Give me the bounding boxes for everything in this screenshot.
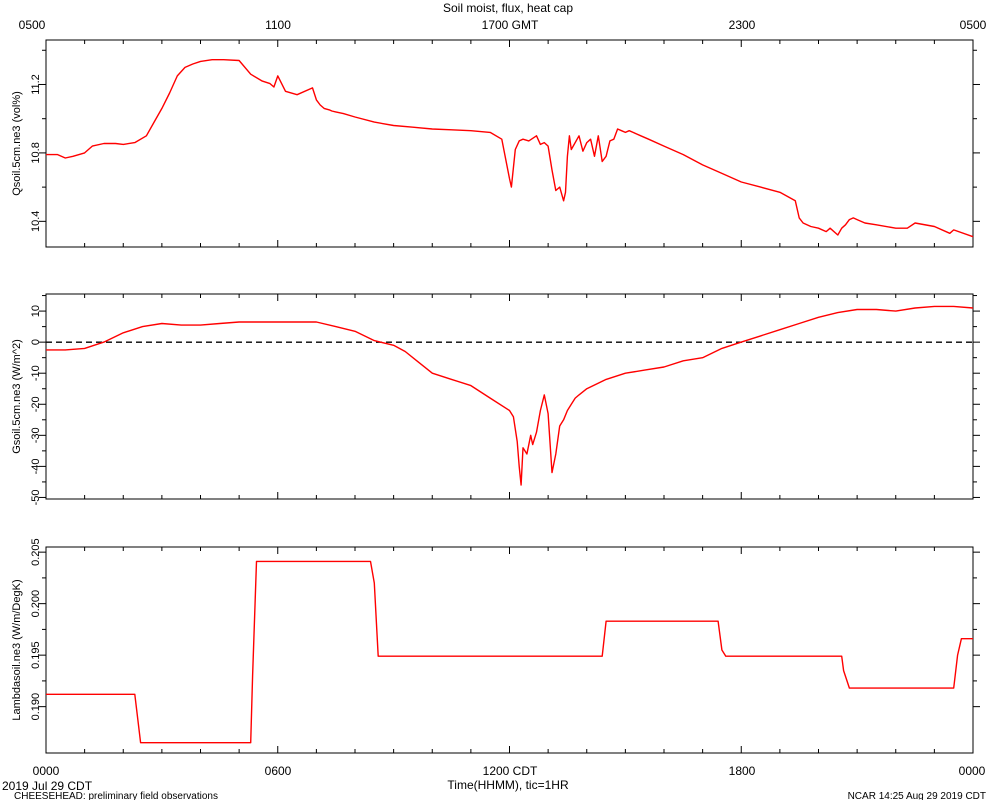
y-tick-label: -10 <box>30 365 42 381</box>
top-tick-label: 2300 <box>729 18 756 32</box>
top-tick-label: 1700 GMT <box>482 18 539 32</box>
thermal-conductivity-panel: 0.190 0.195 0.200 0.205 Lambdasoil.ne3 (W/m… <box>11 538 980 754</box>
footer-right: NCAR 14:25 Aug 29 2019 CDT <box>848 791 986 800</box>
bottom-time-axis: 0000 0600 1200 CDT 1800 0000 <box>33 764 986 778</box>
y-tick-label: 0.200 <box>30 590 42 618</box>
y-tick-label: 0 <box>30 339 42 345</box>
y-tick-label: 0.195 <box>30 641 42 669</box>
y-axis-label: Gsoil.5cm.ne3 (W/m^2) <box>11 339 23 454</box>
figure-title: Soil moist, flux, heat cap <box>443 1 573 15</box>
x-axis-label: Time(HHMM), tic=1HR <box>447 778 569 792</box>
date-label: 2019 Jul 29 CDT <box>2 779 93 793</box>
y-tick-label: -20 <box>30 396 42 412</box>
bottom-tick-label: 0000 <box>33 764 60 778</box>
bottom-tick-label: 0000 <box>959 764 986 778</box>
y-tick-labels: -50 -40 -30 -20 -10 0 10 <box>30 305 42 505</box>
y-tick-labels: 0.190 0.195 0.200 0.205 <box>30 538 42 720</box>
plot-frame <box>45 546 974 754</box>
y-tick-label: 10.8 <box>30 142 42 163</box>
y-tick-label: -40 <box>30 458 42 474</box>
y-tick-labels: 10.4 10.8 11.2 <box>30 74 42 232</box>
bottom-tick-label: 0600 <box>265 764 292 778</box>
top-tick-label: 1100 <box>265 18 291 32</box>
y-axis-label: Qsoil.5cm.ne3 (vol%) <box>11 91 23 196</box>
y-tick-label: 0.190 <box>30 693 42 721</box>
axis-ticks <box>39 40 980 247</box>
y-tick-label: 10 <box>30 305 42 317</box>
top-tick-label: 0500 <box>19 18 46 32</box>
top-time-axis: 0500 1100 1700 GMT 2300 0500 <box>19 18 987 32</box>
y-tick-label: -30 <box>30 427 42 443</box>
plot-frame <box>45 39 974 248</box>
soil-moisture-panel: 10.4 10.8 11.2 Qsoil.5cm.ne3 (vol%) <box>11 39 980 248</box>
y-tick-label: 0.205 <box>30 538 42 566</box>
y-tick-label: 11.2 <box>30 74 42 95</box>
axis-ticks <box>39 547 980 753</box>
y-tick-label: -50 <box>30 489 42 505</box>
thermal-conductivity-line <box>46 560 973 744</box>
soil-heat-flux-line <box>46 305 974 486</box>
y-tick-label: 10.4 <box>30 211 42 232</box>
bottom-tick-label: 1800 <box>729 764 756 778</box>
soil-heat-flux-panel: -50 -40 -30 -20 -10 0 10 Gsoil.5cm.ne3 (W/m^2) <box>11 293 980 505</box>
bottom-tick-label: 1200 CDT <box>483 764 538 778</box>
axis-ticks <box>39 294 980 499</box>
top-tick-label: 0500 <box>960 18 987 32</box>
soil-moisture-line <box>46 59 974 238</box>
footer-left: CHEESEHEAD: preliminary field observatio… <box>14 791 218 800</box>
y-axis-label: Lambdasoil.ne3 (W/m/DegK) <box>11 579 23 720</box>
